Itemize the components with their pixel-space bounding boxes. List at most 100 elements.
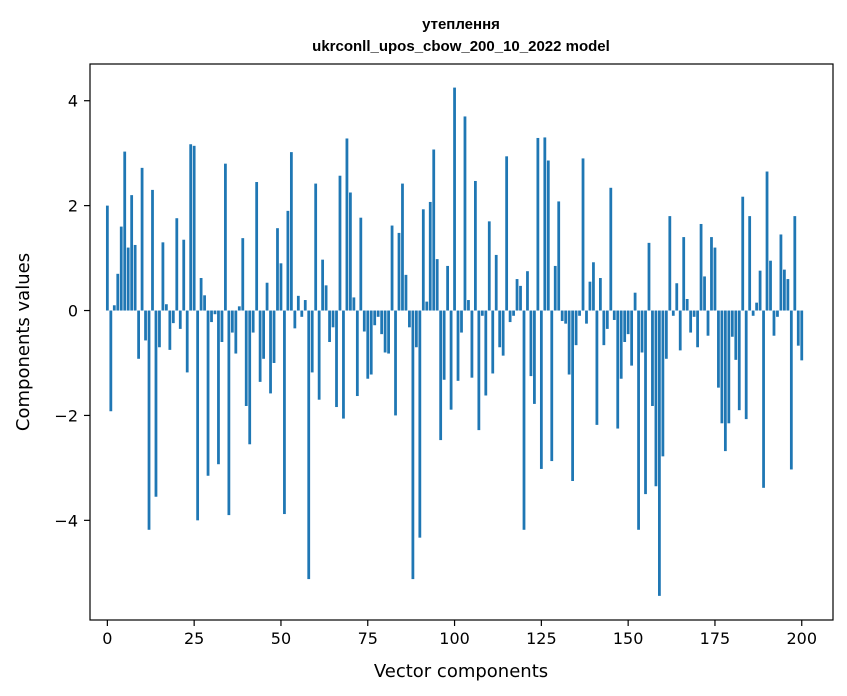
x-tick-label: 100 (439, 629, 470, 648)
bar-106 (474, 180, 477, 311)
bar-29 (206, 310, 210, 476)
bar-30 (210, 310, 213, 323)
bar-188 (758, 270, 762, 311)
bar-134 (571, 310, 574, 481)
bar-148 (619, 310, 623, 379)
bar-137 (581, 158, 585, 311)
bar-82 (390, 225, 394, 311)
bar-79 (380, 310, 384, 335)
bar-47 (269, 310, 272, 394)
bar-62 (321, 259, 325, 311)
y-tick-label: −4 (54, 511, 78, 530)
y-tick-label: −2 (54, 406, 78, 425)
bar-45 (262, 310, 265, 359)
x-tick-label: 150 (613, 629, 644, 648)
bar-66 (335, 310, 338, 408)
bar-13 (151, 189, 154, 311)
bar-109 (484, 310, 488, 396)
bar-176 (717, 310, 720, 388)
bar-197 (789, 310, 793, 470)
bar-86 (404, 274, 408, 311)
bar-123 (533, 310, 536, 404)
bar-144 (605, 310, 609, 329)
bar-80 (383, 310, 387, 353)
bar-112 (494, 254, 498, 311)
bar-23 (185, 310, 189, 373)
bar-39 (241, 238, 245, 311)
bar-156 (647, 242, 651, 311)
bar-119 (519, 285, 522, 311)
bar-160 (661, 310, 665, 457)
bar-99 (449, 310, 453, 410)
y-tick-label: 2 (68, 197, 78, 216)
bar-179 (727, 310, 731, 424)
bar-190 (765, 171, 769, 311)
bar-3 (116, 273, 120, 311)
bar-166 (682, 237, 686, 311)
bar-159 (658, 310, 661, 596)
bar-67 (338, 175, 342, 311)
bar-58 (307, 310, 311, 580)
bar-37 (234, 310, 238, 354)
bar-32 (217, 310, 220, 465)
bar-133 (567, 310, 571, 375)
x-axis: 0 25 50 75 100 125 150 175 200 (102, 620, 817, 648)
bar-9 (137, 310, 140, 359)
bar-40 (244, 310, 248, 406)
bar-7 (130, 195, 134, 311)
bar-35 (227, 310, 231, 516)
bar-152 (633, 292, 637, 311)
bar-34 (224, 163, 227, 311)
bar-14 (154, 310, 158, 497)
bar-161 (664, 310, 668, 359)
bar-181 (734, 310, 738, 360)
bar-71 (352, 297, 356, 311)
bar-120 (522, 310, 526, 530)
bar-136 (578, 310, 581, 316)
bar-138 (585, 310, 588, 324)
bar-127 (546, 160, 550, 311)
bar-88 (411, 310, 415, 580)
bar-36 (230, 310, 234, 333)
bar-18 (168, 310, 172, 350)
bar-12 (147, 310, 151, 530)
bar-0 (105, 205, 109, 311)
bar-140 (592, 262, 595, 311)
bar-105 (470, 310, 474, 378)
bar-198 (793, 216, 797, 311)
bar-150 (626, 310, 630, 335)
bar-20 (175, 218, 179, 311)
x-axis-label: Vector components (374, 661, 548, 682)
bar-81 (387, 310, 390, 354)
bar-51 (283, 310, 286, 515)
bar-116 (508, 310, 512, 323)
bar-126 (543, 137, 547, 311)
bar-77 (373, 310, 377, 326)
y-tick-label: 4 (68, 92, 78, 111)
bar-78 (376, 310, 380, 317)
bar-180 (730, 310, 734, 337)
bar-43 (255, 182, 259, 311)
bar-104 (467, 300, 470, 311)
axes-frame (89, 63, 834, 621)
bar-83 (394, 310, 397, 416)
bar-169 (692, 310, 696, 317)
bar-100 (453, 87, 456, 311)
bar-101 (456, 310, 460, 381)
bar-25 (192, 145, 196, 311)
bar-158 (654, 310, 658, 487)
bar-11 (144, 310, 147, 341)
bar-155 (644, 310, 647, 495)
bar-97 (442, 310, 446, 380)
bar-6 (126, 247, 130, 311)
bar-19 (171, 310, 175, 324)
bar-175 (713, 247, 717, 311)
bar-98 (446, 265, 449, 311)
bar-113 (498, 310, 502, 348)
bar-91 (421, 209, 425, 311)
bar-111 (491, 310, 495, 374)
bar-69 (345, 138, 349, 311)
y-axis-label: Components values (13, 253, 34, 431)
bar-115 (505, 156, 509, 311)
x-tick-label: 175 (700, 629, 731, 648)
